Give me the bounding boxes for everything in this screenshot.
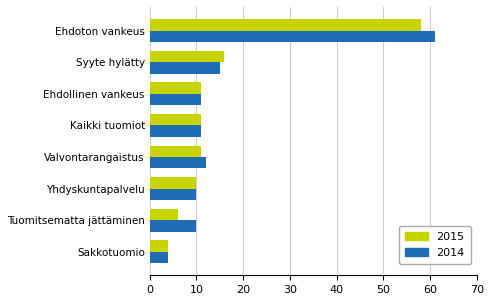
Bar: [150, 157, 206, 168]
Bar: [150, 51, 224, 62]
Bar: [150, 82, 201, 94]
Bar: [150, 252, 168, 263]
Bar: [150, 94, 201, 105]
Bar: [150, 240, 168, 252]
Bar: [150, 220, 196, 232]
Legend: 2015, 2014: 2015, 2014: [399, 226, 471, 265]
Bar: [150, 19, 421, 31]
Bar: [150, 188, 196, 200]
Bar: [150, 62, 220, 73]
Bar: [150, 146, 201, 157]
Bar: [150, 114, 201, 125]
Bar: [150, 177, 196, 188]
Bar: [150, 125, 201, 137]
Bar: [150, 31, 435, 42]
Bar: [150, 209, 178, 220]
